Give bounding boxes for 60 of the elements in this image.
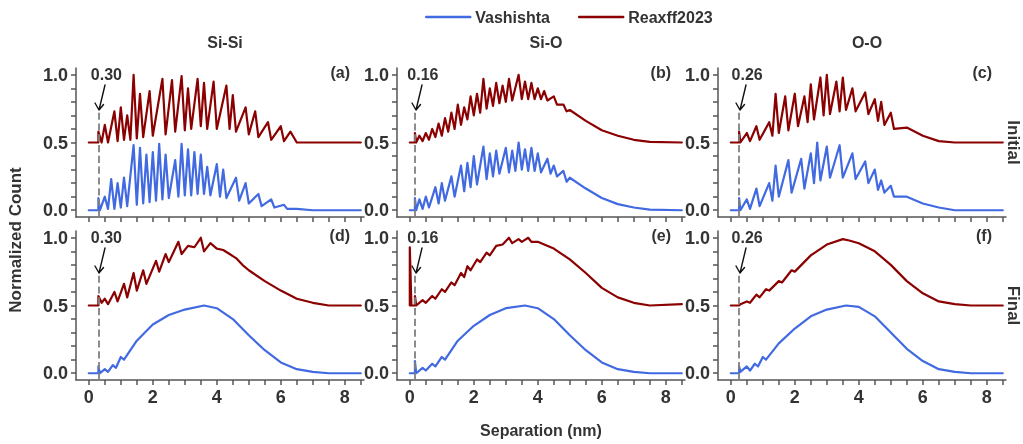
- legend-label: Reaxff2023: [628, 8, 713, 26]
- ref-line-label: 0.26: [731, 229, 763, 247]
- x-tick-label: 8: [660, 387, 671, 407]
- y-tick-label: 0.0: [42, 200, 68, 221]
- line-series: [729, 304, 1004, 375]
- x-tick-label: 2: [468, 387, 479, 407]
- ref-line-label: 0.16: [407, 229, 439, 247]
- y-tick-label: 0.0: [363, 200, 389, 221]
- y-tick-label: 1.0: [684, 64, 710, 85]
- y-tick-label: 0.0: [42, 363, 68, 384]
- y-axis-title: Normalized Count: [6, 167, 26, 313]
- legend-label: Vashishta: [475, 8, 551, 26]
- y2-axis-title: Initial: [1003, 120, 1023, 165]
- y-tick-label: 1.0: [42, 64, 68, 85]
- annotation: (f): [976, 226, 992, 244]
- x-tick-label: 2: [789, 387, 800, 407]
- x-axis-title: Separation (nm): [480, 421, 602, 439]
- x-tick-label: 4: [532, 387, 543, 407]
- y-tick-label: 1.0: [363, 227, 389, 248]
- y-tick-label: 0.5: [684, 132, 710, 153]
- x-tick-label: 4: [853, 387, 864, 407]
- x-tick-label: 6: [917, 387, 928, 407]
- y-tick-label: 1.0: [363, 64, 389, 85]
- y-tick-label: 0.5: [684, 295, 710, 316]
- chart-title: O-O: [851, 33, 883, 51]
- chart-title: Si-O: [529, 33, 563, 51]
- x-tick-label: 6: [275, 387, 286, 407]
- x-tick-label: 0: [83, 387, 94, 407]
- ref-line-label: 0.30: [90, 229, 123, 247]
- annotation: (c): [972, 63, 992, 81]
- x-tick-label: 0: [725, 387, 736, 407]
- y-tick-label: 0.0: [363, 363, 389, 384]
- ref-line-label: 0.26: [731, 66, 763, 84]
- y-tick-label: 0.0: [684, 200, 710, 221]
- y-tick-label: 0.5: [42, 295, 68, 316]
- ref-line-label: 0.30: [90, 66, 123, 84]
- annotation: (e): [651, 226, 671, 244]
- x-tick-label: 4: [211, 387, 222, 407]
- x-tick-label: 0: [404, 387, 415, 407]
- line-series: [729, 141, 1004, 212]
- y-tick-label: 0.0: [684, 363, 710, 384]
- x-tick-label: 8: [339, 387, 350, 407]
- chart-title: Si-Si: [207, 33, 243, 51]
- x-tick-label: 6: [596, 387, 607, 407]
- x-tick-label: 2: [147, 387, 158, 407]
- line-series: [408, 304, 683, 375]
- line-series: [87, 304, 362, 375]
- x-tick-label: 8: [981, 387, 992, 407]
- annotation: (d): [329, 226, 350, 244]
- y-tick-label: 1.0: [42, 227, 68, 248]
- y2-axis-title: Final: [1003, 285, 1023, 326]
- y-tick-label: 0.5: [363, 295, 389, 316]
- y-tick-label: 0.5: [363, 132, 389, 153]
- annotation: (a): [330, 63, 350, 81]
- annotation: (b): [650, 63, 671, 81]
- line-series: [87, 142, 362, 212]
- line-series: [408, 141, 683, 212]
- y-tick-label: 1.0: [684, 227, 710, 248]
- y-tick-label: 0.5: [42, 132, 68, 153]
- ref-line-label: 0.16: [407, 66, 439, 84]
